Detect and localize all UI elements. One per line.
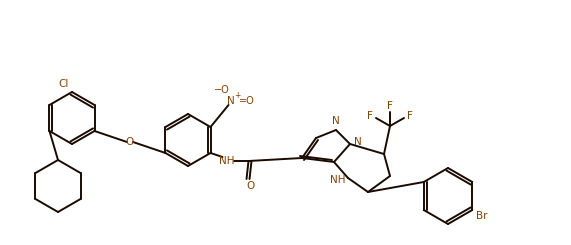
Text: N: N xyxy=(227,96,234,106)
Text: F: F xyxy=(407,111,413,121)
Text: O: O xyxy=(126,137,134,147)
Text: NH: NH xyxy=(330,175,346,185)
Text: N: N xyxy=(332,116,340,126)
Text: Cl: Cl xyxy=(59,79,69,89)
Text: NH: NH xyxy=(219,156,234,166)
Text: −O: −O xyxy=(214,85,230,95)
Text: O: O xyxy=(247,181,255,191)
Text: F: F xyxy=(367,111,373,121)
Text: =O: =O xyxy=(239,96,255,106)
Text: N: N xyxy=(354,137,362,147)
Text: Br: Br xyxy=(476,211,488,221)
Text: F: F xyxy=(387,101,393,111)
Text: +: + xyxy=(234,91,241,100)
